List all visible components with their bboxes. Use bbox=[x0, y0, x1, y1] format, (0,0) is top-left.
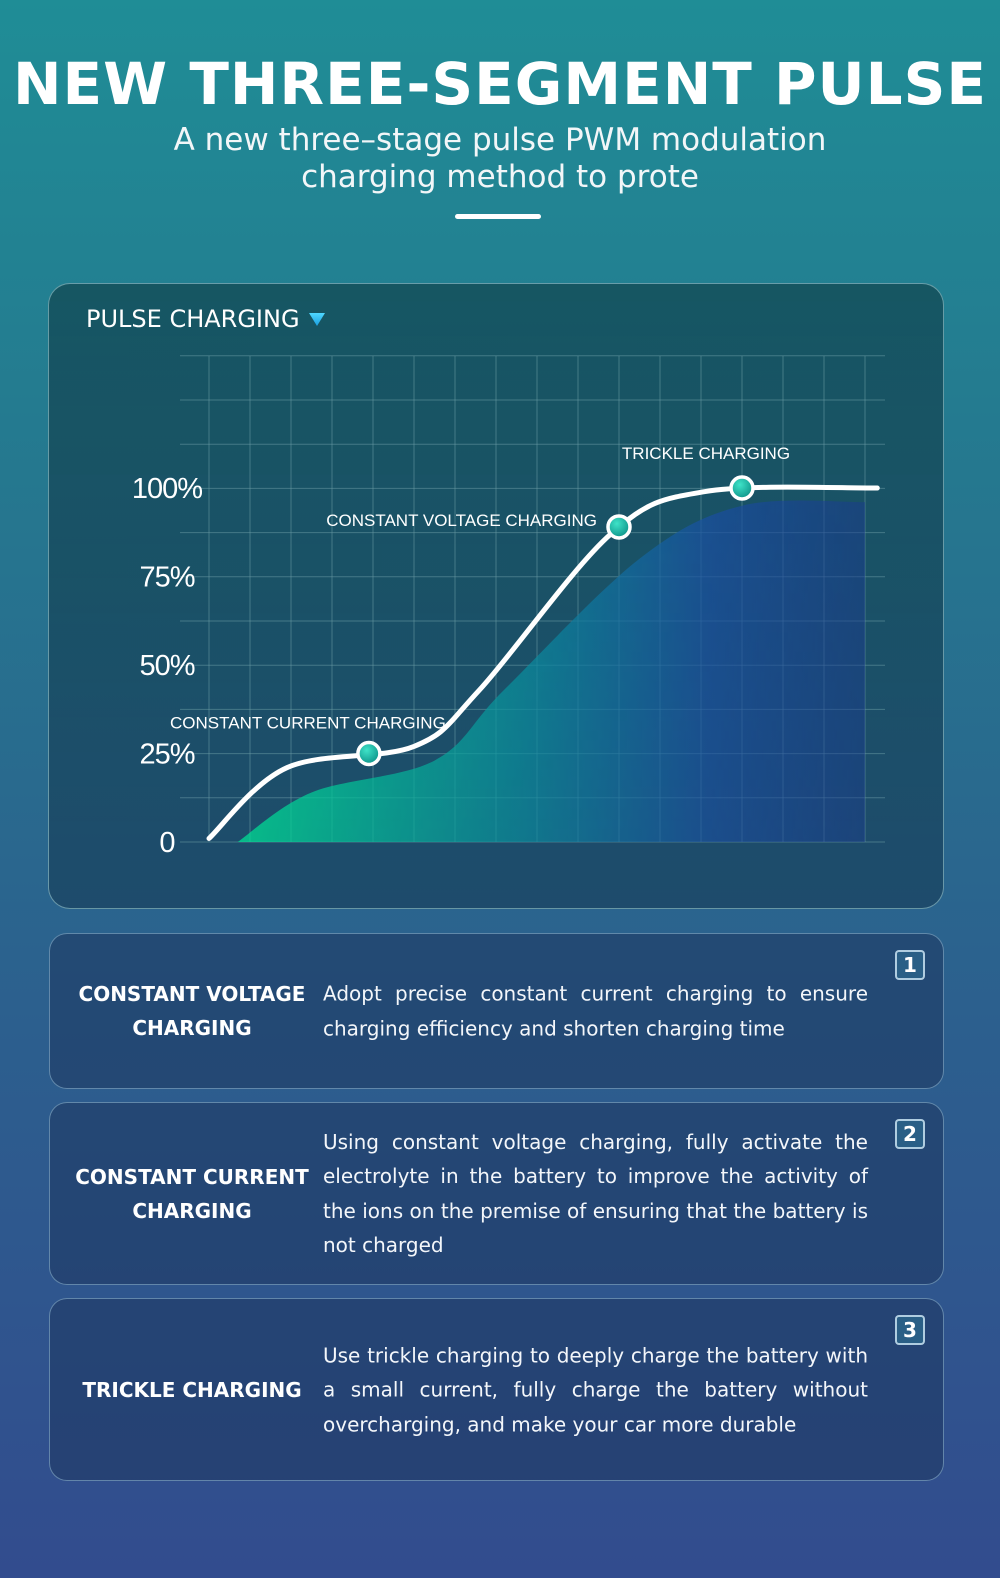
y-tick-label: 100% bbox=[132, 473, 202, 505]
y-tick-label: 0 bbox=[159, 827, 174, 859]
stage-card-text: Use trickle charging to deeply charge th… bbox=[323, 1342, 868, 1436]
chart-line bbox=[206, 484, 880, 841]
y-tick-label: 75% bbox=[139, 562, 194, 594]
charge-curve-line bbox=[206, 484, 880, 841]
stage-marker bbox=[729, 475, 755, 501]
y-tick-label: 50% bbox=[139, 650, 194, 682]
stage-annotation-label: CONSTANT CURRENT CHARGING bbox=[170, 714, 446, 733]
stage-number-badge: 2 bbox=[895, 1119, 925, 1149]
chart-annotations: CONSTANT CURRENT CHARGING CONSTANT VOLTAG… bbox=[170, 444, 790, 767]
chart-area bbox=[237, 500, 865, 842]
chart-title: PULSE CHARGING bbox=[86, 305, 300, 333]
chart-panel: PULSE CHARGING bbox=[48, 283, 944, 909]
stage-card-text: Using constant voltage charging, fully a… bbox=[323, 1129, 868, 1258]
stage-card-text: Adopt precise constant current charging … bbox=[323, 981, 868, 1041]
pulse-charging-chart: 0 25% 50% 75% 100% CONSTANT CURRENT CHARGING… bbox=[132, 355, 885, 859]
title-underline bbox=[455, 214, 541, 219]
stage-marker bbox=[356, 740, 382, 767]
stage-card-3: TRICKLE CHARGING Use trickle charging to… bbox=[49, 1298, 944, 1481]
stage-card-2: CONSTANT CURRENT CHARGING Using constant… bbox=[49, 1102, 944, 1285]
page-title: NEW THREE-SEGMENT PULSE bbox=[13, 50, 987, 118]
page-subtitle: A new three–stage pulse PWM modulation c… bbox=[173, 122, 827, 195]
stage-marker bbox=[606, 514, 632, 540]
stage-card-label: TRICKLE CHARGING bbox=[82, 1377, 302, 1402]
stage-card-1: CONSTANT VOLTAGE CHARGING Adopt precise … bbox=[49, 933, 944, 1089]
y-axis-ticks: 0 25% 50% 75% 100% bbox=[132, 473, 203, 859]
stage-annotation-label: CONSTANT VOLTAGE CHARGING bbox=[326, 511, 597, 530]
y-tick-label: 25% bbox=[139, 739, 194, 771]
stage-card-label: CONSTANT CURRENT CHARGING bbox=[75, 1164, 309, 1223]
chart-heading: PULSE CHARGING bbox=[86, 305, 326, 333]
stage-number-badge: 3 bbox=[895, 1315, 925, 1345]
stage-number-badge: 1 bbox=[895, 950, 925, 980]
charge-area-fill bbox=[237, 500, 865, 842]
stage-card-label: CONSTANT VOLTAGE CHARGING bbox=[78, 982, 306, 1040]
stage-annotation-label: TRICKLE CHARGING bbox=[622, 444, 790, 463]
triangle-down-icon bbox=[308, 313, 325, 326]
